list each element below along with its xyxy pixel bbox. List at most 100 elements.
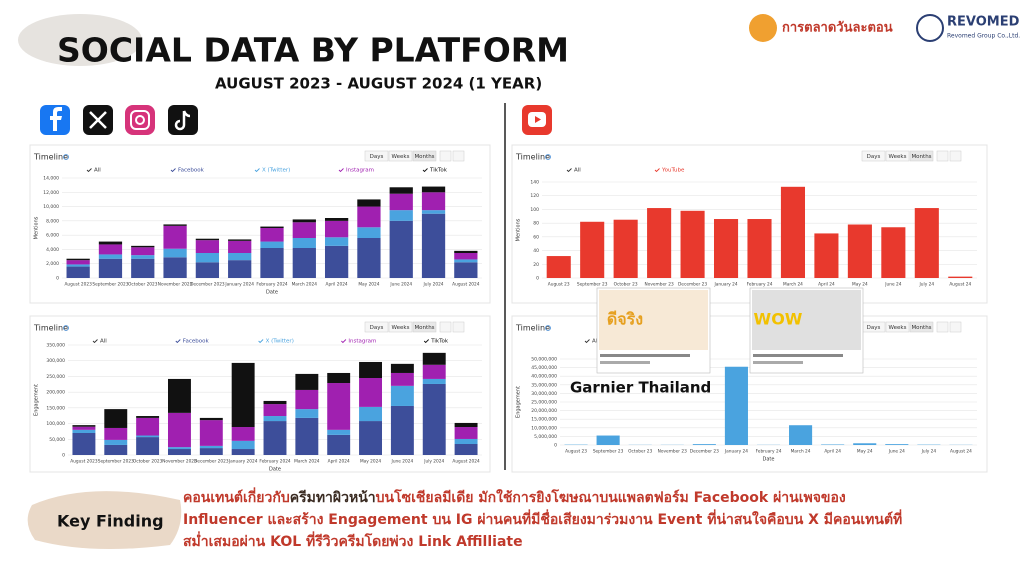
x-tick-label: April 2024 xyxy=(328,459,350,465)
view-button[interactable]: Months xyxy=(412,321,437,333)
bar xyxy=(199,420,223,446)
view-button-label: Days xyxy=(867,154,881,160)
bar xyxy=(357,238,381,278)
y-tick-label: 300,000 xyxy=(46,358,65,364)
view-button-bg xyxy=(412,150,437,162)
x-tick-label: July 24 xyxy=(919,282,935,288)
bar xyxy=(72,429,96,433)
tool-button xyxy=(949,321,962,333)
x-tick-label: May 2024 xyxy=(360,459,381,465)
view-button[interactable]: Weeks xyxy=(388,150,413,162)
view-button[interactable]: Months xyxy=(412,150,437,162)
facebook-glyph xyxy=(50,107,62,131)
legend-label: All xyxy=(592,339,599,345)
bar xyxy=(263,416,287,422)
view-button[interactable]: Days xyxy=(364,150,389,162)
bar xyxy=(131,255,155,259)
view-button-bg xyxy=(364,321,389,333)
bar xyxy=(167,449,191,455)
y-tick-label: 6,000 xyxy=(46,233,59,239)
view-button-label: Months xyxy=(911,154,931,160)
bar xyxy=(454,427,478,439)
bar xyxy=(357,206,381,228)
view-button[interactable]: Days xyxy=(861,321,886,333)
x-axis-label: Date xyxy=(266,290,278,296)
y-tick-label: 14,000 xyxy=(43,176,59,182)
y-tick-label: 0 xyxy=(56,276,59,282)
x-tick-label: September 2023 xyxy=(98,459,134,465)
view-button[interactable]: Weeks xyxy=(885,321,910,333)
bar xyxy=(98,241,123,245)
x-tick-label: March 24 xyxy=(791,449,811,455)
legend-check xyxy=(341,339,347,344)
bar xyxy=(136,416,160,418)
x-tick-label: December 23 xyxy=(678,282,707,288)
bar xyxy=(324,245,349,278)
page-subtitle: AUGUST 2023 - AUGUST 2024 (1 YEAR) xyxy=(215,75,542,93)
bar xyxy=(359,406,383,422)
legend-check xyxy=(338,168,344,173)
y-tick-label: 120 xyxy=(530,193,539,199)
view-button-bg xyxy=(388,150,413,162)
y-tick-label: 2,000 xyxy=(46,261,59,267)
bar xyxy=(98,258,123,278)
legend-check xyxy=(654,168,660,173)
view-button-bg xyxy=(388,321,413,333)
y-tick-label: 0 xyxy=(554,443,557,449)
bar xyxy=(260,241,284,248)
bar xyxy=(98,254,123,259)
bar xyxy=(195,238,220,241)
bar xyxy=(260,226,284,228)
bar xyxy=(327,434,351,455)
view-button[interactable]: Months xyxy=(909,321,934,333)
bar xyxy=(292,238,316,248)
chart-title: Timeline xyxy=(515,153,550,162)
instagram-lens xyxy=(135,115,145,125)
info-icon xyxy=(545,154,551,160)
y-tick-label: 50,000,000 xyxy=(531,357,557,363)
youtube-play xyxy=(535,116,541,123)
bar xyxy=(199,445,223,449)
info-icon xyxy=(63,325,69,331)
y-tick-label: 35,000,000 xyxy=(531,382,557,388)
x-tick-label: October 23 xyxy=(614,282,638,288)
x-tick-label: September 23 xyxy=(593,449,624,455)
bar xyxy=(713,219,739,278)
bar xyxy=(359,361,383,378)
bar xyxy=(167,447,191,450)
bar xyxy=(199,417,223,421)
bar xyxy=(422,383,446,455)
key-finding-part: บนโซเชียลมีเดีย มักใช้การยิงโฆษณาบนแพลตฟ… xyxy=(183,490,903,550)
view-button[interactable]: Days xyxy=(861,150,886,162)
panel xyxy=(511,315,988,473)
bar xyxy=(847,224,872,278)
bar xyxy=(163,225,187,249)
x-tick-label: August 24 xyxy=(950,449,972,455)
bar xyxy=(231,362,255,428)
legend-label: Facebook xyxy=(178,168,205,174)
x-tick-label: March 2024 xyxy=(292,282,318,288)
y-tick-label: 100 xyxy=(530,207,539,213)
bar xyxy=(324,218,349,221)
key-finding-part: คอนเทนต์เกี่ยวกับ xyxy=(183,490,290,506)
x-tick-label: December 2023 xyxy=(194,459,229,465)
x-tick-label: November 2023 xyxy=(162,459,197,465)
bar xyxy=(231,440,255,450)
view-button-label: Months xyxy=(414,325,434,331)
y-axis-label: Mentions xyxy=(516,218,522,241)
platform-icons xyxy=(40,105,552,135)
view-button[interactable]: Weeks xyxy=(885,150,910,162)
bar xyxy=(199,448,223,455)
view-button[interactable]: Months xyxy=(909,150,934,162)
view-button[interactable]: Days xyxy=(364,321,389,333)
view-button[interactable]: Weeks xyxy=(388,321,413,333)
bar xyxy=(66,260,90,265)
key-finding-brush xyxy=(27,491,182,549)
view-button-label: Weeks xyxy=(889,325,907,331)
y-tick-label: 5,000,000 xyxy=(534,434,557,440)
bar xyxy=(580,221,605,278)
x-tick-label: April 24 xyxy=(818,282,835,288)
x-tick-label: September 2023 xyxy=(92,282,128,288)
bar xyxy=(263,421,287,455)
